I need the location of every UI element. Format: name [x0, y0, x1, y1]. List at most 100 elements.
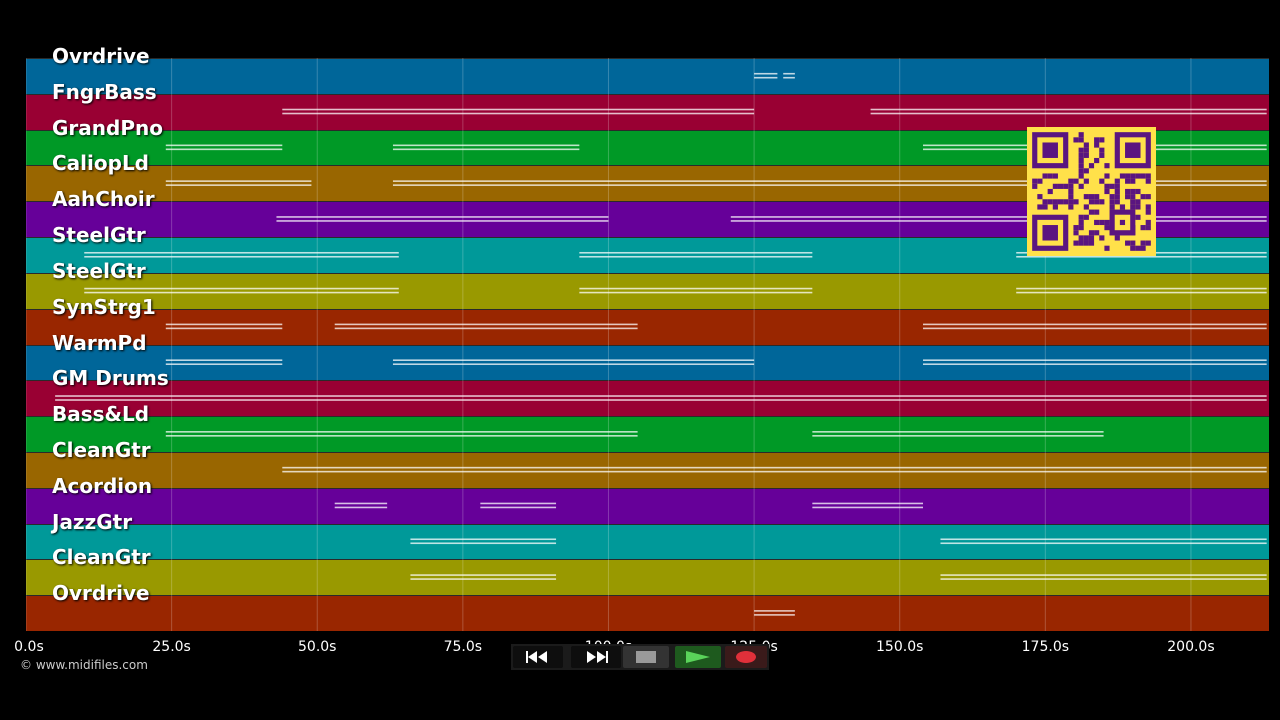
time-tick-label: 200.0s — [1167, 639, 1215, 655]
track-lane — [26, 559, 1269, 596]
track-label: AahChoir — [52, 187, 155, 212]
track-label: SynStrg1 — [52, 294, 156, 319]
rewind-button[interactable] — [513, 646, 563, 668]
stop-button[interactable] — [623, 646, 669, 668]
track-label: SteelGtr — [52, 258, 146, 283]
note-streak — [923, 327, 1267, 330]
play-icon — [686, 651, 710, 663]
note-streak — [165, 148, 283, 151]
track-lane — [26, 451, 1269, 488]
note-streak — [165, 184, 312, 186]
note-streak — [165, 323, 283, 326]
note-streak — [282, 466, 1267, 469]
note-streak — [410, 538, 557, 541]
note-streak — [870, 112, 1267, 115]
track-label: Ovrdrive — [52, 581, 150, 606]
note-streak — [410, 578, 557, 580]
track-lane — [26, 380, 1269, 417]
track-label: GrandPno — [52, 115, 163, 140]
record-icon — [736, 651, 756, 663]
transport-controls — [511, 644, 769, 670]
track-lane — [26, 523, 1269, 560]
fast-forward-icon — [587, 651, 608, 663]
note-streak — [410, 542, 557, 545]
note-streak — [923, 359, 1267, 362]
note-streak — [84, 251, 399, 254]
note-streak — [282, 112, 755, 115]
track-lane — [26, 93, 1269, 130]
track-lane — [26, 58, 1269, 94]
time-tick-label: 175.0s — [1021, 639, 1070, 655]
note-streak — [730, 220, 1267, 222]
note-streak — [55, 399, 1267, 401]
note-streak — [783, 72, 795, 75]
note-streak — [392, 363, 755, 366]
note-streak — [480, 506, 557, 509]
track-label: JazzGtr — [52, 509, 133, 534]
note-streak — [940, 542, 1267, 545]
note-streak — [276, 220, 609, 222]
note-streak — [334, 502, 388, 505]
note-streak — [940, 574, 1267, 576]
note-streak — [579, 251, 813, 254]
note-streak — [165, 359, 283, 362]
track-label: GM Drums — [52, 366, 169, 391]
note-streak — [754, 72, 778, 75]
note-streak — [579, 291, 813, 294]
record-button[interactable] — [725, 646, 767, 668]
note-streak — [870, 108, 1267, 111]
note-streak — [165, 431, 638, 433]
note-streak — [923, 323, 1267, 326]
fast-forward-button[interactable] — [571, 646, 621, 668]
note-streak — [84, 287, 399, 290]
note-streak — [1016, 255, 1267, 258]
note-streak — [940, 578, 1267, 580]
note-streak — [84, 255, 399, 258]
track-label: FngrBass — [52, 79, 157, 104]
note-streak — [334, 327, 638, 330]
note-streak — [334, 323, 638, 326]
note-streak — [940, 538, 1267, 541]
note-streak — [392, 148, 580, 151]
note-streak — [754, 76, 778, 79]
note-streak — [730, 216, 1267, 218]
note-streak — [55, 395, 1267, 397]
track-label: Ovrdrive — [52, 44, 150, 68]
note-streak — [1016, 287, 1267, 290]
track-label: WarmPd — [52, 330, 147, 355]
note-streak — [1016, 291, 1267, 294]
note-streak — [579, 287, 813, 290]
time-tick-label: 0.0s — [14, 639, 44, 655]
stop-icon — [636, 651, 656, 663]
track-lane — [26, 487, 1269, 524]
note-streak — [282, 470, 1267, 473]
qr-code-icon — [1027, 127, 1156, 256]
note-streak — [754, 614, 795, 616]
note-streak — [392, 184, 1267, 186]
play-button[interactable] — [675, 646, 721, 668]
note-streak — [410, 574, 557, 576]
rewind-icon — [526, 651, 547, 663]
track-label: CleanGtr — [52, 437, 151, 462]
track-lane — [26, 595, 1269, 631]
track-lane — [26, 416, 1269, 452]
track-lane — [26, 344, 1269, 381]
copyright-credit: © www.midifiles.com — [20, 658, 148, 672]
time-tick-label: 150.0s — [876, 639, 924, 655]
note-streak — [165, 435, 638, 437]
note-streak — [84, 291, 399, 294]
note-streak — [282, 108, 755, 111]
note-streak — [579, 255, 813, 258]
note-streak — [392, 144, 580, 147]
note-streak — [392, 180, 1267, 182]
time-tick-label: 75.0s — [443, 639, 483, 655]
track-lane — [26, 272, 1269, 309]
note-streak — [392, 359, 755, 362]
note-streak — [480, 502, 557, 505]
time-tick-label: 25.0s — [152, 639, 191, 655]
note-streak — [165, 180, 312, 182]
note-streak — [783, 76, 795, 79]
track-label: CaliopLd — [52, 151, 150, 176]
track-label: Bass&Ld — [52, 402, 150, 427]
track-label: Acordion — [52, 473, 153, 498]
